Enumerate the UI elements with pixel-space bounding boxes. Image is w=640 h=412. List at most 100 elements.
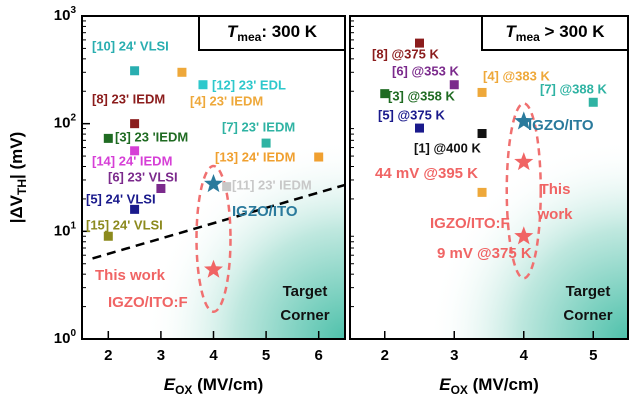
header-box (198, 15, 346, 51)
star-marker (204, 174, 223, 193)
point-label: [1] @400 K (414, 140, 481, 155)
x-tick-label: 5 (589, 347, 597, 364)
x-tick-label: 4 (520, 347, 529, 364)
panel (92, 139, 345, 339)
point-label: [14] 24' IEDM (92, 153, 172, 168)
text-part: 3 (70, 5, 76, 16)
text-part: 0 (70, 328, 76, 339)
text-part: 10 (54, 222, 71, 239)
star-marker (514, 226, 534, 245)
annotation: IGZO/ITO:F (108, 294, 188, 311)
text-part: : 300 K (261, 22, 317, 41)
text-part: |ΔV (7, 194, 26, 223)
y-tick-label: 100 (54, 328, 77, 347)
highlight-ellipse (195, 164, 232, 313)
square-marker (103, 231, 113, 241)
point-label: [13] 24' IEDM (215, 149, 295, 164)
text-part: T (505, 22, 517, 41)
square-marker (415, 123, 424, 133)
square-marker (130, 204, 140, 214)
point-label: 9 mV @375 K (437, 245, 532, 262)
square-marker (156, 183, 166, 193)
point-label: IGZO/ITO (528, 117, 594, 134)
point-label: [5] 24' VLSI (86, 191, 156, 206)
panel-header: Tmea: 300 K (227, 22, 318, 44)
text-part: 10 (54, 115, 71, 132)
text-part: mea (237, 30, 261, 44)
x-tick-label: 3 (157, 347, 165, 364)
text-part: 1 (70, 220, 76, 231)
panel-header: Tmea > 300 K (505, 22, 605, 44)
y-tick-label: 102 (54, 112, 77, 131)
point-label: [7] @388 K (540, 81, 607, 96)
text-part: T (227, 22, 239, 41)
square-marker (103, 133, 113, 143)
square-marker (130, 66, 140, 76)
highlight-ellipse (505, 102, 542, 280)
x-tick-label: 4 (209, 347, 218, 364)
star-marker (204, 259, 223, 278)
y-tick-label: 101 (54, 220, 77, 239)
text-part: 10 (54, 7, 71, 24)
point-label: [12] 23' EDL (212, 77, 286, 92)
y-tick-label: 103 (54, 5, 77, 24)
point-label: [3] @358 K (388, 88, 455, 103)
x-tick-label: 3 (450, 347, 458, 364)
target-label: Target (566, 283, 611, 300)
text-part: E (439, 375, 451, 394)
point-label: [6] 23' VLSI (108, 169, 178, 184)
square-marker (130, 119, 140, 129)
target-label: Corner (280, 307, 329, 324)
square-marker (477, 87, 487, 97)
annotation: This (540, 181, 571, 198)
text-part: (MV/cm) (192, 375, 263, 394)
annotation: IGZO/ITO:F (430, 215, 510, 232)
point-label: [6] @353 K (392, 63, 459, 78)
square-marker (261, 138, 271, 148)
square-marker (314, 152, 324, 162)
target-label: Corner (563, 307, 612, 324)
target-label: Target (283, 283, 328, 300)
point-label: 44 mV @395 K (375, 165, 478, 182)
target-corner (145, 139, 345, 339)
point-label: [5] @375 K (378, 107, 445, 122)
point-label: [10] 24' VLSI (92, 38, 169, 53)
point-label: [8] 23' IEDM (92, 91, 165, 106)
square-marker (477, 129, 487, 139)
x-tick-label: 6 (315, 347, 323, 364)
square-marker (130, 146, 140, 156)
square-marker (222, 182, 232, 192)
text-part: 2 (70, 112, 76, 123)
star-marker (514, 152, 534, 171)
square-marker (177, 67, 187, 77)
square-marker (477, 187, 487, 197)
point-label: [11] 23' IEDM (232, 177, 312, 192)
annotation: work (536, 206, 573, 223)
square-marker (588, 97, 598, 107)
star-marker (514, 111, 534, 130)
square-marker (380, 89, 390, 99)
x-axis-title: EOX (MV/cm) (164, 375, 264, 397)
x-tick-label: 2 (381, 347, 389, 364)
text-part: OX (451, 383, 468, 397)
text-part: E (164, 375, 176, 394)
x-tick-label: 2 (104, 347, 112, 364)
square-marker (415, 38, 424, 48)
point-label: IGZO/ITO (232, 203, 298, 220)
square-marker (449, 80, 459, 90)
point-label: [3] 23 'IEDM (115, 129, 188, 144)
header-box (481, 15, 629, 51)
text-part: > 300 K (540, 22, 605, 41)
point-label: This work (95, 267, 166, 284)
square-marker (198, 80, 208, 90)
point-label: [7] 23' IEDM (222, 119, 295, 134)
text-part: mea (516, 30, 540, 44)
y-axis-title: |ΔVTH| (mV) (7, 132, 29, 224)
point-label: [4] @383 K (483, 68, 550, 83)
text-part: TH (15, 179, 29, 195)
text-part: (MV/cm) (468, 375, 539, 394)
x-axis-title: EOX (MV/cm) (439, 375, 539, 397)
text-part: OX (175, 383, 192, 397)
text-part: 10 (54, 330, 71, 347)
